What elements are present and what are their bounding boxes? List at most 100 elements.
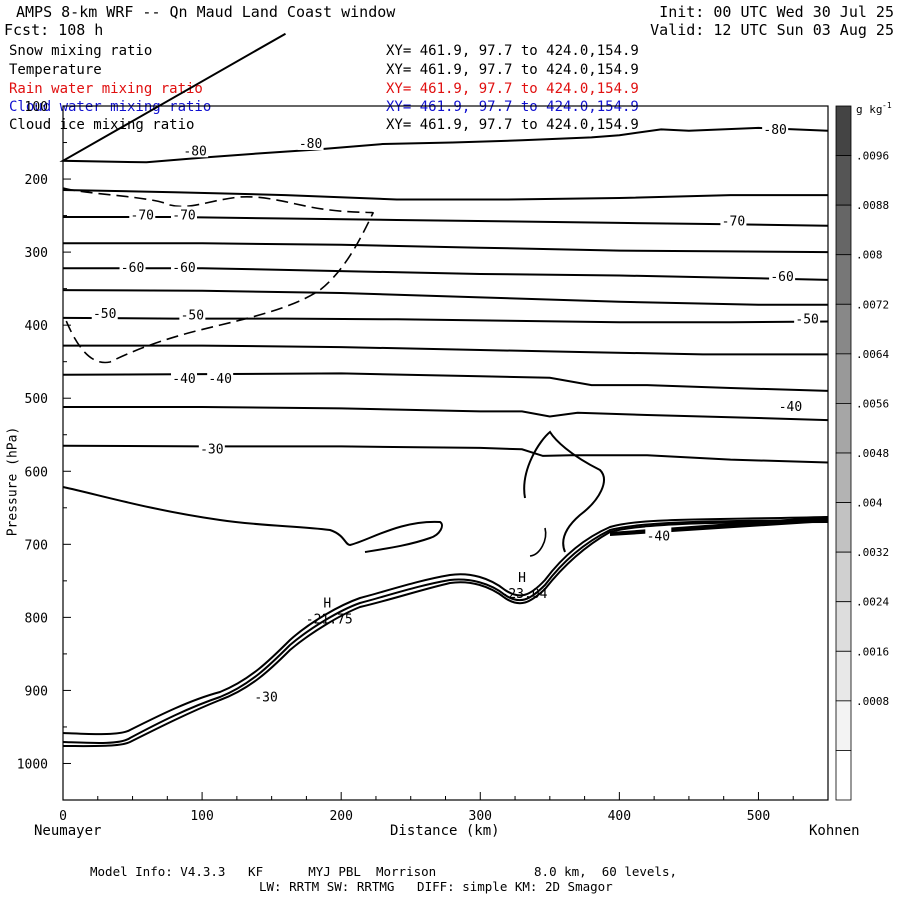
- y-tick-label: 1000: [17, 757, 48, 772]
- contour-label-bg: [207, 370, 234, 386]
- model-physics: LW: RRTM SW: RRTMG DIFF: simple KM: 2D S…: [259, 879, 613, 894]
- y-tick-label: 800: [25, 611, 48, 626]
- contour-label-bg: [198, 440, 225, 456]
- legend-xy-rain: XY= 461.9, 97.7 to 424.0,154.9: [386, 81, 639, 97]
- legend-xy-snow: XY= 461.9, 97.7 to 424.0,154.9: [386, 43, 639, 59]
- contour-label: -80: [763, 123, 786, 138]
- extremum-marker: H: [518, 571, 526, 586]
- extremum-marker: H: [323, 596, 331, 611]
- colorbar-swatch: [835, 303, 852, 355]
- temperature-contour-small: [529, 527, 547, 557]
- contour-label-bg: [253, 688, 280, 704]
- temperature-contour: [62, 372, 829, 392]
- y-tick-label: 600: [25, 465, 48, 480]
- contour-label: -50: [181, 309, 204, 324]
- legend-xy-cloud-ice: XY= 461.9, 97.7 to 424.0,154.9: [386, 117, 639, 133]
- colorbar-swatch: [835, 650, 852, 702]
- legend-label-temperature: Temperature: [9, 62, 102, 78]
- contour-label: -30: [254, 691, 277, 706]
- colorbar-swatch: [835, 105, 852, 156]
- temperature-contour: [63, 242, 829, 254]
- contour-label-bg: [794, 310, 821, 326]
- temperature-contour: [59, 32, 829, 164]
- temperature-contour: [62, 189, 828, 201]
- contour-label: -70: [722, 214, 745, 229]
- contour-label: -30: [200, 442, 223, 457]
- contour-label: -60: [121, 261, 144, 276]
- contour-label: -50: [795, 312, 818, 327]
- contour-label: -40: [208, 372, 231, 387]
- contour-label-bg: [171, 206, 198, 222]
- temperature-contour: [63, 344, 828, 356]
- terrain-contour: [62, 521, 829, 748]
- x-end-label: Kohnen: [809, 823, 860, 839]
- colorbar-swatch: [835, 551, 852, 603]
- colorbar-label: .0072: [856, 298, 889, 311]
- contour-label-bg: [720, 212, 747, 228]
- colorbar-swatch: [835, 601, 852, 652]
- extremum-value: -23.04: [501, 587, 548, 602]
- contour-label: -40: [172, 372, 195, 387]
- legend-xy-cloud-water: XY= 461.9, 97.7 to 424.0,154.9: [386, 99, 639, 115]
- contour-label: -80: [299, 137, 322, 152]
- x-axis-title: Distance (km): [390, 823, 500, 839]
- y-tick-label: 200: [25, 173, 48, 188]
- colorbar-label: .0024: [856, 596, 889, 609]
- contour-label: -70: [172, 209, 195, 224]
- y-tick-label: 500: [25, 392, 48, 407]
- contour-label-bg: [179, 306, 206, 322]
- x-tick-label: 300: [469, 809, 492, 824]
- colorbar-label: .008: [856, 249, 883, 262]
- temperature-contour: [62, 444, 829, 464]
- contour-label-bg: [129, 206, 156, 222]
- contour-label: -40: [779, 400, 802, 415]
- contour-label: -60: [172, 261, 195, 276]
- contour-label-bg: [762, 121, 789, 137]
- colorbar-label: .0088: [856, 199, 889, 212]
- colorbar-label: .0048: [856, 447, 889, 460]
- x-start-label: Neumayer: [34, 823, 102, 839]
- contour-label-bg: [119, 259, 146, 275]
- contour-label: -40: [647, 529, 670, 544]
- colorbar-swatch: [835, 700, 852, 751]
- legend-label-cloud-ice: Cloud ice mixing ratio: [9, 117, 195, 133]
- colorbar-label: .0032: [856, 546, 889, 559]
- temperature-contour: [62, 289, 828, 306]
- contour-label: -50: [93, 307, 116, 322]
- x-tick-label: 200: [329, 809, 352, 824]
- colorbar-label: .0096: [856, 150, 889, 163]
- colorbar-label: .0064: [856, 348, 889, 361]
- legend-label-rain: Rain water mixing ratio: [9, 81, 203, 97]
- contour-label-bg: [645, 527, 672, 543]
- colorbar-swatch: [835, 254, 852, 305]
- contour-label-bg: [182, 142, 209, 158]
- chart-title: AMPS 8-km WRF -- Qn Maud Land Coast wind…: [16, 3, 396, 21]
- colorbar-swatch: [835, 155, 852, 206]
- colorbar-unit-exponent: -1: [882, 101, 892, 110]
- legend-label-snow: Snow mixing ratio: [9, 43, 153, 59]
- contour-label-bg: [171, 259, 198, 275]
- model-info: Model Info: V4.3.3 KF MYJ PBL Morrison 8…: [90, 864, 677, 879]
- y-tick-label: 300: [25, 246, 48, 261]
- y-axis-title: Pressure (hPa): [5, 426, 21, 537]
- contour-label-bg: [777, 397, 804, 413]
- colorbar-swatch: [835, 750, 852, 801]
- contour-label: -80: [183, 144, 206, 159]
- legend-label-cloud-water: Cloud water mixing ratio: [9, 99, 212, 115]
- y-tick-label: 700: [25, 538, 48, 553]
- extremum-value: -21.75: [306, 612, 353, 627]
- colorbar-swatch: [835, 403, 852, 454]
- colorbar-swatch: [835, 353, 852, 404]
- x-tick-label: 400: [608, 809, 631, 824]
- colorbar-label: .0056: [856, 397, 889, 410]
- forecast-hour: Fcst: 108 h: [4, 21, 104, 39]
- cloud-ice-contour: [62, 187, 374, 364]
- colorbar-swatch: [835, 452, 852, 503]
- y-tick-label: 100: [25, 100, 48, 115]
- contour-label-bg: [297, 134, 324, 150]
- colorbar-unit: g kg: [856, 103, 883, 116]
- temperature-contour: [63, 267, 829, 281]
- y-tick-label: 900: [25, 684, 48, 699]
- contour-label-bg: [769, 267, 796, 283]
